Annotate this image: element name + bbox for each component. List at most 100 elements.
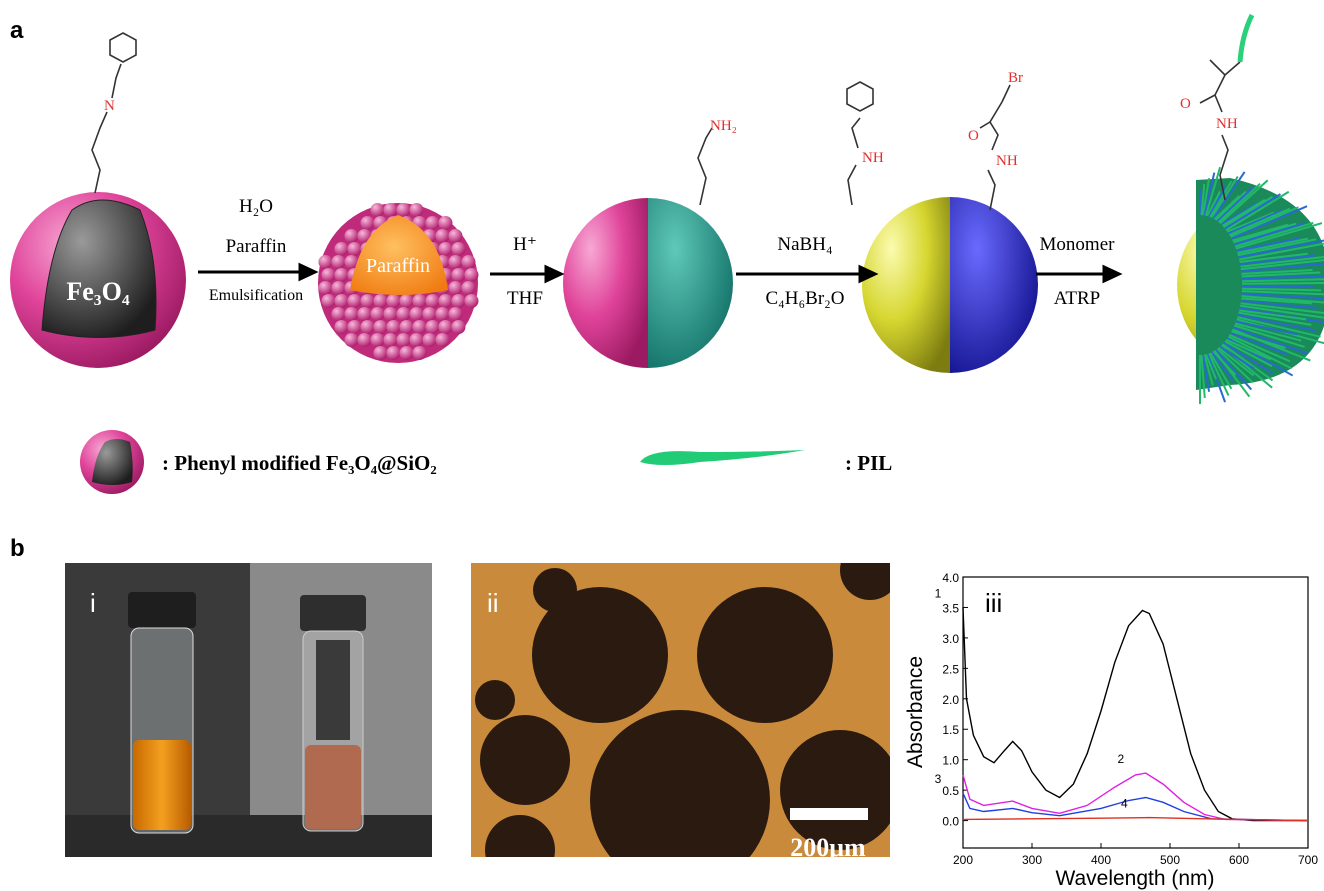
droplet-label: Paraffin bbox=[366, 255, 430, 277]
x-tick-label: 300 bbox=[1022, 853, 1042, 867]
y-tick-label: 3.5 bbox=[942, 601, 959, 615]
bead bbox=[461, 281, 475, 295]
bead bbox=[360, 216, 374, 230]
series-line bbox=[963, 607, 1308, 820]
atom: NH bbox=[996, 153, 1018, 169]
atom: N bbox=[104, 98, 115, 114]
bead bbox=[357, 333, 371, 347]
bead bbox=[331, 281, 345, 295]
janus-particle bbox=[560, 195, 738, 375]
y-tick-label: 0.5 bbox=[942, 784, 959, 798]
bead bbox=[399, 294, 413, 308]
bead bbox=[451, 294, 465, 308]
scale-bar-label: 200μm bbox=[790, 833, 866, 862]
x-tick-label: 700 bbox=[1298, 853, 1318, 867]
bead bbox=[334, 242, 348, 256]
bead bbox=[451, 320, 465, 334]
bead bbox=[422, 333, 436, 347]
bead bbox=[347, 242, 361, 256]
bead bbox=[386, 346, 400, 360]
bead bbox=[334, 320, 348, 334]
janus-particle bbox=[860, 195, 1040, 375]
bead bbox=[412, 294, 426, 308]
bead bbox=[448, 255, 462, 269]
chain bbox=[847, 82, 1010, 210]
bead bbox=[412, 346, 426, 360]
bead bbox=[425, 294, 439, 308]
bead bbox=[409, 307, 423, 321]
legend-icon bbox=[640, 450, 805, 465]
legend-text: : PIL bbox=[845, 451, 892, 475]
bead bbox=[357, 307, 371, 321]
bead bbox=[409, 333, 423, 347]
bead bbox=[396, 203, 410, 217]
bead bbox=[448, 229, 462, 243]
bead bbox=[331, 255, 345, 269]
bead bbox=[318, 255, 332, 269]
panel-label: iii bbox=[985, 588, 1002, 618]
core-label: Fe₃O₄ bbox=[66, 277, 129, 306]
bead bbox=[435, 229, 449, 243]
chart: iii Absorbance Wavelength (nm) 0.0 0.5 1.0… bbox=[904, 571, 1318, 890]
bead bbox=[334, 294, 348, 308]
reagent: NaBH₄ bbox=[777, 234, 832, 255]
x-axis-title: Wavelength (nm) bbox=[1055, 867, 1214, 890]
brush-strand bbox=[1242, 283, 1324, 284]
bead bbox=[464, 268, 478, 282]
panel-label: a bbox=[10, 17, 24, 44]
series-line bbox=[963, 793, 1308, 820]
bead bbox=[373, 346, 387, 360]
bead bbox=[373, 294, 387, 308]
condition: C₄H₆Br₂O bbox=[766, 288, 845, 309]
y-tick-label: 2.5 bbox=[942, 662, 959, 676]
bead bbox=[370, 333, 384, 347]
bead bbox=[396, 333, 410, 347]
bead bbox=[461, 255, 475, 269]
atom: O bbox=[1180, 96, 1191, 112]
bead bbox=[438, 320, 452, 334]
bead bbox=[448, 307, 462, 321]
bead bbox=[435, 307, 449, 321]
bead bbox=[386, 320, 400, 334]
bead bbox=[438, 216, 452, 230]
legend-text: : Phenyl modified Fe₃O₄@SiO₂ bbox=[162, 451, 437, 475]
bead bbox=[334, 268, 348, 282]
atom: NH bbox=[1216, 116, 1238, 132]
bead bbox=[331, 307, 345, 321]
x-tick-label: 600 bbox=[1229, 853, 1249, 867]
bead bbox=[438, 242, 452, 256]
condition: THF bbox=[507, 288, 543, 309]
panel-label: b bbox=[10, 535, 25, 562]
y-tick-label: 1.5 bbox=[942, 723, 959, 737]
y-tick-label: 3.0 bbox=[942, 632, 959, 646]
bead bbox=[386, 294, 400, 308]
bead bbox=[383, 333, 397, 347]
atom: NH₂ bbox=[710, 118, 737, 134]
series-line bbox=[963, 818, 1308, 821]
series-line bbox=[963, 773, 1308, 821]
bead bbox=[344, 307, 358, 321]
bead bbox=[370, 307, 384, 321]
bead bbox=[347, 320, 361, 334]
bead bbox=[448, 281, 462, 295]
atom: NH bbox=[862, 150, 884, 166]
bead bbox=[344, 333, 358, 347]
y-axis-title: Absorbance bbox=[904, 656, 927, 768]
reagent: Monomer bbox=[1040, 234, 1116, 255]
photo-label: ii bbox=[487, 588, 499, 618]
bead bbox=[422, 307, 436, 321]
series-label: 1 bbox=[935, 586, 942, 600]
pickering-droplet bbox=[318, 203, 478, 363]
bead bbox=[409, 203, 423, 217]
legend-icon bbox=[80, 430, 144, 494]
reagent: H₂O bbox=[239, 196, 273, 217]
atom: O bbox=[968, 128, 979, 144]
y-tick-label: 0.0 bbox=[942, 815, 959, 829]
y-tick-label: 1.0 bbox=[942, 754, 959, 768]
reagent: H⁺ bbox=[513, 234, 537, 255]
brush-particle bbox=[1170, 167, 1324, 404]
bead bbox=[464, 294, 478, 308]
x-tick-label: 200 bbox=[953, 853, 973, 867]
photo bbox=[65, 563, 432, 857]
bead bbox=[321, 294, 335, 308]
